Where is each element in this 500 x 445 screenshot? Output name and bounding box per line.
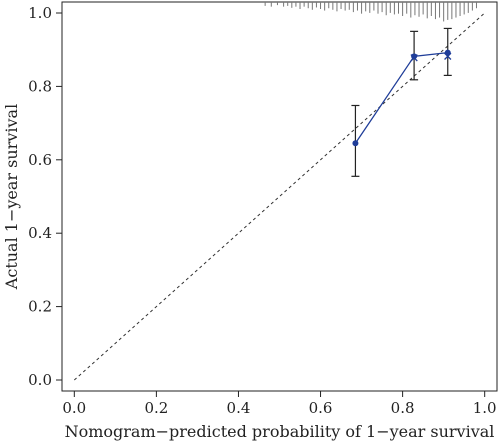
x-tick-label: 0.8	[391, 399, 415, 417]
x-tick-label: 0.4	[227, 399, 251, 417]
plot-frame	[61, 1, 498, 392]
marker-stroke	[410, 54, 418, 62]
y-tick-label: 0.8	[28, 77, 52, 95]
x-axis-title: Nomogram−predicted probability of 1−year…	[65, 422, 495, 441]
x-tick-label: 0.6	[309, 399, 333, 417]
calibration-point	[352, 140, 359, 147]
calibration-line	[354, 51, 448, 144]
y-tick-label: 0.0	[28, 371, 52, 389]
y-tick-label: 0.2	[28, 298, 52, 316]
calibration-series	[351, 27, 452, 177]
x-tick-label: 0.2	[144, 399, 168, 417]
y-axis-title: Actual 1−year survival	[2, 104, 21, 290]
x-tick-label: 1.0	[473, 399, 497, 417]
bias-corrected-marker	[444, 52, 452, 60]
y-tick-label: 0.6	[28, 151, 52, 169]
rug-marks	[264, 2, 477, 22]
x-tick-label: 0.0	[62, 399, 86, 417]
calibration-point	[411, 53, 418, 60]
marker-stroke	[444, 52, 452, 60]
y-tick-label: 1.0	[28, 4, 52, 22]
bias-corrected-marker	[410, 54, 418, 62]
y-tick-label: 0.4	[28, 224, 52, 242]
ideal-reference-line	[73, 12, 486, 381]
